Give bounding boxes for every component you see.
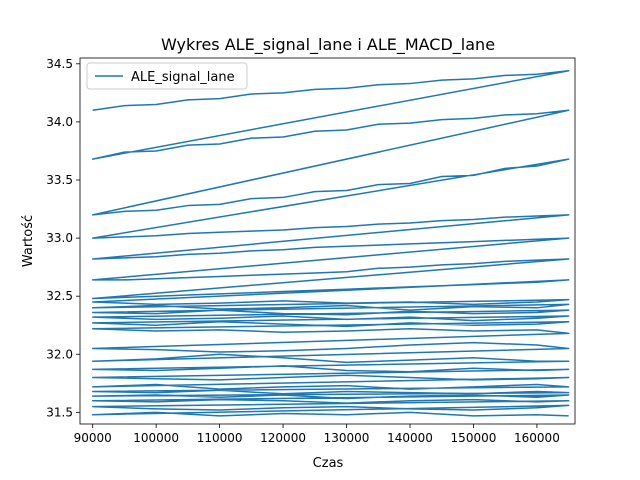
y-tick-label: 33.0 xyxy=(46,231,73,245)
legend: ALE_signal_lane xyxy=(86,62,248,90)
series-line-0 xyxy=(91,70,570,417)
x-axis-label: Czas xyxy=(313,456,344,471)
chart-title: Wykres ALE_signal_lane i ALE_MACD_lane xyxy=(161,35,495,55)
x-tick-label: 160000 xyxy=(514,431,560,445)
axes-frame xyxy=(79,57,576,425)
y-axis-ticks: 31.5 32.0 32.5 33.0 33.5 34.0 34.5 xyxy=(46,57,80,419)
y-tick-label: 32.0 xyxy=(46,347,73,361)
y-axis-label: Wartość xyxy=(21,215,36,267)
x-tick-label: 140000 xyxy=(387,431,433,445)
series-layer xyxy=(91,70,570,417)
y-tick-label: 33.5 xyxy=(46,173,73,187)
x-axis-ticks: 90000 100000 110000 120000 130000 140000 15000… xyxy=(74,424,560,445)
y-tick-label: 31.5 xyxy=(46,405,73,419)
x-tick-label: 130000 xyxy=(324,431,370,445)
plot-area xyxy=(79,57,576,425)
x-tick-label: 100000 xyxy=(133,431,179,445)
legend-label: ALE_signal_lane xyxy=(131,70,235,85)
legend-frame xyxy=(86,62,248,90)
y-tick-label: 32.5 xyxy=(46,289,73,303)
y-tick-label: 34.5 xyxy=(46,57,73,71)
x-tick-label: 150000 xyxy=(451,431,497,445)
y-tick-label: 34.0 xyxy=(46,115,73,129)
x-tick-label: 110000 xyxy=(197,431,243,445)
x-tick-label: 90000 xyxy=(74,431,112,445)
x-tick-label: 120000 xyxy=(260,431,306,445)
